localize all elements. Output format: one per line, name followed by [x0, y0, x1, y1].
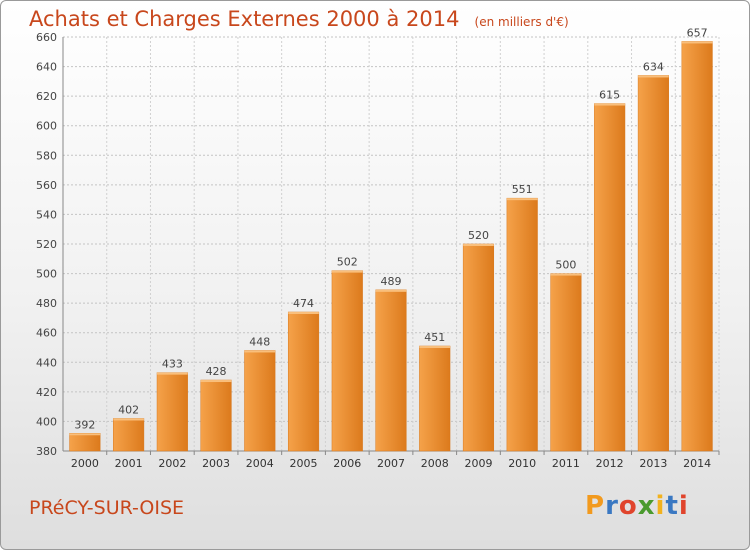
bar-value-label: 489	[381, 275, 402, 288]
bar-top-highlight	[200, 380, 232, 383]
brand-letter: P	[585, 491, 606, 521]
brand-letter: i	[678, 491, 689, 521]
bar-value-label: 392	[74, 418, 95, 431]
bars	[69, 41, 713, 452]
brand-letter: r	[605, 491, 619, 521]
bar-value-label: 520	[468, 229, 489, 242]
x-tick-label: 2013	[639, 457, 667, 470]
bar-value-label: 402	[118, 403, 139, 416]
bar-value-label: 428	[206, 365, 227, 378]
bar-top-highlight	[69, 433, 101, 436]
y-tick-label: 400	[36, 415, 57, 428]
bar	[594, 103, 626, 452]
bar-top-highlight	[157, 372, 188, 375]
brand-letter: t	[665, 491, 679, 521]
x-tick-label: 2014	[683, 457, 711, 470]
bar	[69, 433, 101, 452]
x-tick-label: 2000	[71, 457, 99, 470]
y-tick-label: 620	[36, 90, 57, 103]
bar-value-label: 500	[555, 259, 576, 272]
chart-title: Achats et Charges Externes 2000 à 2014	[29, 7, 460, 31]
bar-value-label: 448	[249, 335, 270, 348]
value-labels: 392 402 433 428 448 474 502 489 451 520 551 500 615 6…	[74, 26, 707, 431]
bar-top-highlight	[375, 289, 407, 292]
bar-value-label: 451	[424, 331, 445, 344]
bar-value-label: 474	[293, 297, 314, 310]
bar-top-highlight	[681, 41, 713, 44]
bar	[200, 379, 232, 452]
y-tick-label: 480	[36, 297, 57, 310]
x-tick-label: 2006	[333, 457, 361, 470]
bar	[287, 311, 320, 452]
x-tick-label: 2003	[202, 457, 230, 470]
bar-top-highlight	[288, 312, 319, 315]
y-tick-label: 640	[36, 61, 57, 74]
bar-value-label: 502	[337, 256, 358, 269]
bar	[375, 289, 407, 452]
y-tick-label: 420	[36, 386, 57, 399]
bar-top-highlight	[419, 346, 451, 349]
bar-top-highlight	[638, 75, 669, 78]
bar	[637, 75, 669, 452]
x-tick-label: 2001	[115, 457, 143, 470]
y-tick-label: 380	[36, 445, 57, 458]
bar	[419, 345, 451, 452]
bar-value-label: 634	[643, 60, 664, 73]
bar	[331, 270, 363, 452]
brand-letter: x	[637, 491, 656, 521]
x-tick-label: 2005	[290, 457, 318, 470]
brand-letter: o	[618, 491, 638, 521]
y-tick-label: 440	[36, 356, 57, 369]
commune-name: PRéCY-SUR-OISE	[29, 497, 185, 519]
proxiti-logo: Proxiti	[585, 491, 689, 521]
bar-value-label: 615	[599, 89, 620, 102]
y-tick-label: 500	[36, 268, 57, 281]
y-tick-label: 460	[36, 327, 57, 340]
bar	[506, 197, 538, 452]
bar-top-highlight	[244, 350, 276, 353]
bar	[462, 243, 495, 452]
x-tick-label: 2008	[421, 457, 449, 470]
bar	[156, 372, 188, 452]
bar-value-label: 657	[687, 26, 708, 39]
title-row: Achats et Charges Externes 2000 à 2014 (…	[29, 7, 569, 31]
axes: 380 400 420 440 460 480 500 520 540 560 580 600 620 6…	[36, 31, 720, 470]
bar	[244, 350, 276, 452]
chart-subtitle: (en milliers d'€)	[474, 15, 569, 29]
bar-top-highlight	[463, 244, 494, 246]
bar-top-highlight	[331, 270, 363, 273]
y-tick-label: 660	[36, 31, 57, 44]
x-tick-label: 2012	[596, 457, 624, 470]
x-tick-label: 2011	[552, 457, 580, 470]
bar-top-highlight	[550, 273, 582, 276]
y-tick-label: 540	[36, 208, 57, 221]
x-tick-label: 2004	[246, 457, 274, 470]
bar-top-highlight	[594, 103, 625, 106]
bar	[681, 41, 713, 452]
x-tick-label: 2009	[464, 457, 492, 470]
bar	[113, 418, 145, 452]
y-tick-label: 560	[36, 179, 57, 192]
y-tick-label: 520	[36, 238, 57, 251]
bar-value-label: 551	[512, 183, 533, 196]
x-tick-label: 2010	[508, 457, 536, 470]
bar	[550, 273, 582, 452]
y-tick-label: 580	[36, 149, 57, 162]
bar-value-label: 433	[162, 358, 183, 371]
y-tick-label: 600	[36, 120, 57, 133]
x-tick-label: 2002	[158, 457, 186, 470]
x-tick-label: 2007	[377, 457, 405, 470]
brand-letter: i	[655, 491, 666, 521]
bar-top-highlight	[113, 418, 144, 421]
bar-top-highlight	[506, 198, 538, 201]
